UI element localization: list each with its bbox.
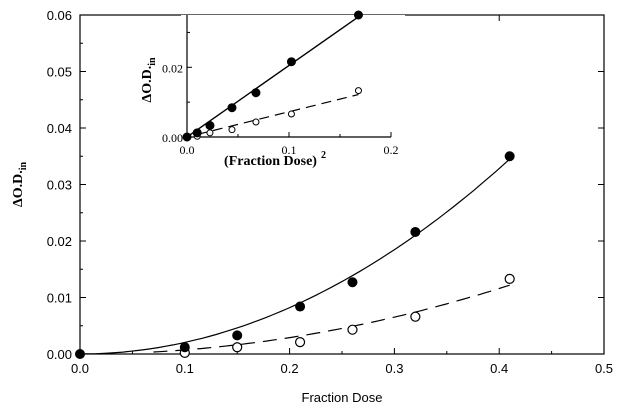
main-x-tick-label: 0.4: [490, 361, 508, 376]
inset-open-point: [287, 110, 295, 118]
main-x-axis-title: Fraction Dose: [302, 390, 383, 405]
inset-open-point: [354, 87, 362, 95]
main-y-tick-label: 0.05: [47, 65, 72, 80]
inset-filled-point: [227, 103, 237, 113]
main-x-tick-label: 0.0: [71, 361, 89, 376]
inset-y-axis-title-main: ΔO.D.: [140, 66, 155, 103]
main-open-point: [410, 311, 421, 322]
main-y-axis-title-main: ΔO.D.: [11, 170, 26, 207]
main-y-axis-title: ΔO.D.in: [11, 162, 29, 208]
inset-background: [181, 15, 405, 180]
main-filled-point: [410, 226, 421, 237]
inset-open-point: [228, 126, 236, 134]
main-series-open-line: [153, 284, 510, 353]
main-filled-point: [179, 342, 190, 353]
inset-x-axis-title: (Fraction Dose) 2: [224, 150, 326, 169]
inset-filled-point: [286, 57, 296, 67]
main-x-tick-label: 0.2: [281, 361, 299, 376]
inset-filled-point: [353, 10, 363, 20]
main-y-tick-label: 0.02: [47, 234, 72, 249]
main-y-tick-label: 0.00: [47, 347, 72, 362]
inset-y-tick-label: 0.02: [162, 61, 183, 75]
inset-filled-point: [251, 88, 261, 98]
inset-filled-point: [205, 120, 215, 130]
main-filled-point: [75, 349, 85, 359]
inset-x-axis-title-main: (Fraction Dose): [224, 154, 317, 169]
main-series-filled-line: [79, 158, 511, 355]
main-filled-point: [347, 277, 358, 288]
inset-series-filled-line: [186, 16, 359, 138]
inset-series-open-line: [197, 93, 359, 136]
inset-y-axis-title-sub: in: [147, 57, 158, 66]
main-y-tick-label: 0.06: [47, 8, 72, 23]
main-filled-point: [295, 301, 306, 312]
main-open-point: [232, 342, 243, 353]
inset-y-axis-title: ΔO.D.in: [140, 57, 158, 103]
inset-y-tick-label: 0.00: [162, 131, 183, 145]
inset-x-tick-label: 0.0: [180, 143, 195, 157]
main-filled-point: [232, 330, 243, 341]
inset-x-tick-label: 0.2: [384, 143, 399, 157]
main-x-tick-label: 0.5: [595, 361, 613, 376]
inset-open-point: [252, 118, 260, 126]
inset-filled-point: [192, 128, 202, 138]
main-open-point: [504, 273, 515, 284]
main-x-tick-label: 0.3: [385, 361, 403, 376]
main-x-tick-label: 0.1: [176, 361, 194, 376]
inset-x-tick-label: 0.1: [282, 143, 297, 157]
main-y-axis-title-sub: in: [18, 162, 29, 171]
main-y-tick-label: 0.04: [47, 121, 72, 136]
main-open-point: [294, 337, 306, 348]
main-y-tick-label: 0.01: [47, 291, 72, 306]
main-open-point: [347, 324, 358, 335]
inset-x-axis-title-sup: 2: [321, 150, 326, 161]
main-y-tick-label: 0.03: [47, 178, 72, 193]
main-filled-point: [504, 151, 515, 162]
inset-open-point: [206, 129, 214, 137]
inset-filled-point: [182, 132, 192, 142]
